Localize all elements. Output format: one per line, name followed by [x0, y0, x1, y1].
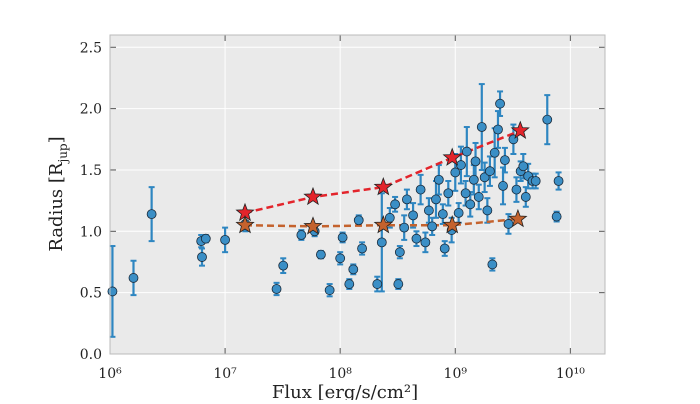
- point: [518, 161, 529, 172]
- y-axis-label: Radius [Rjup]: [46, 136, 70, 251]
- point: [128, 273, 139, 283]
- point: [500, 155, 510, 166]
- point: [542, 114, 553, 125]
- star: [508, 208, 528, 228]
- point: [399, 222, 410, 233]
- point: [390, 199, 400, 210]
- point: [487, 259, 498, 270]
- point: [503, 219, 514, 229]
- dashed-line: [244, 129, 521, 215]
- x-tick-label: 10⁶: [98, 366, 122, 382]
- x-tick-label: 10⁸: [328, 366, 352, 382]
- point: [443, 188, 454, 199]
- point: [324, 285, 335, 296]
- point: [433, 174, 444, 185]
- point: [485, 166, 495, 177]
- point: [476, 122, 487, 132]
- point: [461, 146, 472, 157]
- point: [316, 249, 326, 260]
- point: [530, 176, 541, 186]
- point: [473, 192, 484, 202]
- point: [107, 286, 118, 297]
- point: [427, 221, 438, 232]
- point: [511, 184, 522, 195]
- point: [551, 211, 562, 222]
- point: [431, 194, 441, 205]
- point: [493, 124, 503, 135]
- point: [423, 205, 434, 216]
- point: [468, 174, 479, 185]
- x-tick-label: 10⁹: [444, 366, 468, 382]
- point: [453, 208, 464, 218]
- plot-frame: [109, 34, 606, 355]
- point: [439, 243, 450, 254]
- marks: [107, 83, 564, 338]
- point: [553, 176, 564, 186]
- point: [520, 192, 531, 202]
- point: [420, 237, 431, 248]
- star: [303, 216, 323, 235]
- y-tick-label: 1.0: [80, 224, 102, 240]
- point: [393, 279, 404, 289]
- point: [197, 252, 207, 262]
- y-label-end: ]: [46, 136, 67, 143]
- point: [456, 160, 466, 170]
- point: [200, 233, 211, 244]
- point: [460, 188, 471, 199]
- point: [489, 147, 500, 158]
- point: [220, 234, 230, 245]
- point: [337, 232, 348, 243]
- point: [278, 260, 289, 271]
- point: [353, 215, 364, 226]
- point: [357, 243, 367, 254]
- point: [498, 181, 508, 191]
- grid: [109, 35, 605, 355]
- point: [495, 98, 505, 109]
- star: [373, 176, 393, 196]
- point: [384, 212, 395, 223]
- point: [482, 205, 493, 216]
- point: [470, 156, 481, 167]
- star: [510, 120, 530, 139]
- point: [344, 279, 355, 289]
- y-tick-label: 2.5: [80, 40, 102, 56]
- star: [303, 186, 323, 206]
- point: [408, 210, 418, 221]
- point: [394, 247, 405, 258]
- plot-area: [110, 35, 605, 354]
- y-label-sub: jup: [56, 143, 70, 164]
- point: [411, 233, 422, 244]
- star: [373, 215, 393, 234]
- point: [402, 194, 412, 205]
- y-label-main: Radius [R: [46, 162, 67, 252]
- point: [437, 209, 448, 220]
- point: [146, 209, 157, 220]
- x-axis-label: Flux [erg/s/cm²]: [272, 382, 418, 400]
- y-tick-label: 1.5: [80, 163, 102, 179]
- point: [296, 230, 307, 240]
- point: [271, 284, 282, 294]
- x-tick-label: 10¹⁰: [556, 366, 585, 382]
- star: [442, 215, 462, 234]
- y-tick-label: 0.0: [80, 347, 102, 363]
- y-tick-label: 0.5: [80, 286, 102, 302]
- star: [442, 147, 462, 166]
- point: [372, 279, 383, 289]
- point: [348, 264, 359, 275]
- x-tick-label: 10⁷: [213, 366, 237, 382]
- star: [235, 215, 255, 234]
- point: [465, 199, 476, 210]
- point: [450, 167, 461, 178]
- point: [415, 184, 426, 195]
- y-tick-label: 2.0: [80, 102, 102, 118]
- point: [376, 237, 387, 248]
- point: [335, 253, 346, 264]
- point: [479, 172, 490, 183]
